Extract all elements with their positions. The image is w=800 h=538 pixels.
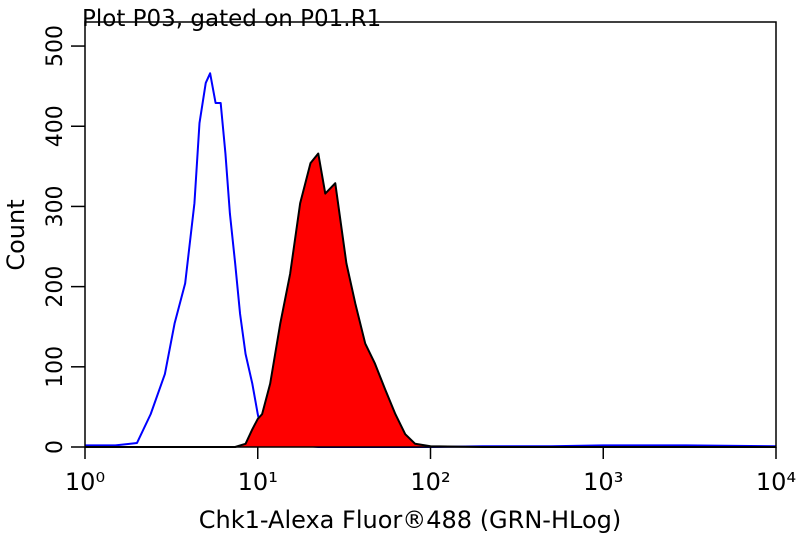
y-tick-label: 100 [43,346,68,388]
y-tick-label: 200 [43,266,68,308]
histogram-area [85,152,776,448]
x-tick-label: 10¹ [238,468,278,496]
x-axis-label: Chk1-Alexa Fluor®488 (GRN-HLog) [199,506,621,534]
plot-frame [84,21,777,448]
histogram-line [85,72,777,448]
x-tick-label: 10³ [583,468,623,496]
y-tick-label: 400 [43,105,68,147]
x-tick-label: 10⁰ [65,468,105,496]
x-tick-label: 10⁴ [756,468,796,496]
x-tick-label: 10² [410,468,450,496]
y-axis-label: Count [2,199,30,270]
y-tick-label: 500 [43,25,68,67]
chart-title: Plot P03, gated on P01.R1 [82,6,381,32]
y-tick-label: 0 [43,440,68,454]
y-tick-label: 300 [43,185,68,227]
